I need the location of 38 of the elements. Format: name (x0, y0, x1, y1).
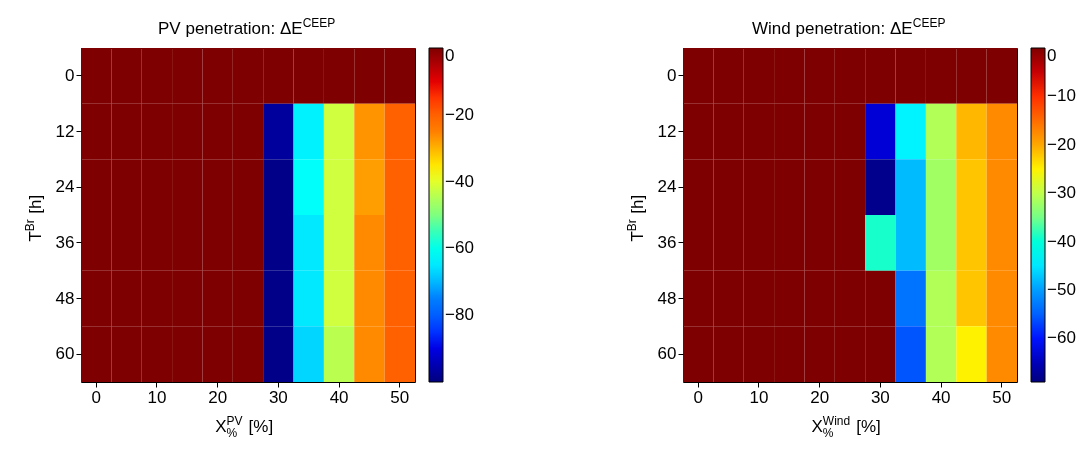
color-bar-label: 0 (1047, 46, 1057, 65)
y-tick-label: 60 (657, 344, 677, 364)
x-tick-label: 10 (749, 387, 769, 407)
x-tick-label: 40 (931, 387, 951, 407)
x-tick-label: 30 (870, 387, 890, 407)
x-tick-label: 20 (208, 387, 228, 407)
y-tick-label: 36 (657, 232, 677, 252)
color-bar-label: −30 (1047, 183, 1076, 203)
x-tick-label: 40 (329, 387, 349, 407)
x-tick-label: 50 (992, 387, 1012, 407)
y-tick-label: 0 (65, 65, 75, 85)
y-tick-label: 12 (657, 121, 677, 141)
x-tick-label: 0 (91, 387, 101, 407)
color-bar-label: 0 (445, 46, 455, 65)
color-bar-label: −20 (1047, 134, 1076, 154)
color-bar-label: −50 (1047, 280, 1076, 300)
y-axis-title: TBr [h] (23, 194, 45, 242)
x-tick-label: 30 (268, 387, 288, 407)
y-tick-label: 0 (667, 65, 677, 85)
color-bar-label: −10 (1047, 86, 1076, 106)
color-bar-label: −40 (445, 171, 474, 191)
y-tick-label: 24 (657, 177, 677, 197)
color-bar-label: −40 (1047, 231, 1076, 251)
x-tick-label: 20 (810, 387, 830, 407)
y-tick-label: 12 (55, 121, 75, 141)
x-tick-label: 0 (693, 387, 703, 407)
color-bar-label: −80 (445, 305, 474, 325)
y-axis-title: TBr [h] (625, 194, 647, 242)
y-tick-label: 36 (55, 232, 75, 252)
color-bar-label: −20 (445, 104, 474, 124)
color-bar-label: −60 (445, 238, 474, 258)
y-tick-label: 48 (657, 288, 677, 308)
y-tick-label: 60 (55, 344, 75, 364)
color-bar-label: −60 (1047, 328, 1076, 348)
x-tick-label: 50 (390, 387, 410, 407)
y-tick-label: 24 (55, 177, 75, 197)
x-tick-label: 10 (147, 387, 167, 407)
y-tick-label: 48 (55, 288, 75, 308)
